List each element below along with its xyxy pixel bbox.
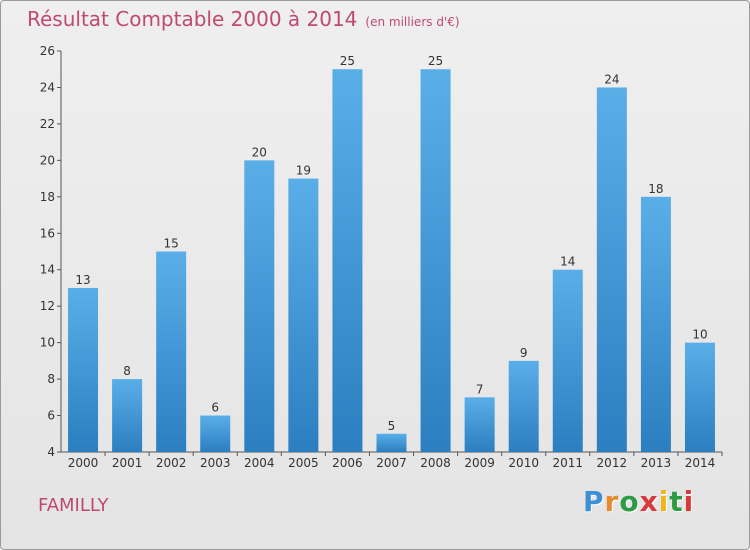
chart-subtitle: (en milliers d'€) — [365, 15, 460, 29]
data-label: 8 — [123, 364, 131, 378]
data-label: 5 — [388, 419, 396, 433]
data-label: 13 — [75, 273, 90, 287]
y-tick-label: 18 — [40, 190, 55, 204]
y-tick-label: 4 — [47, 445, 55, 459]
y-tick-label: 20 — [40, 153, 55, 167]
bar — [376, 433, 407, 452]
bar — [332, 69, 363, 453]
place-name: FAMILLY — [38, 495, 109, 516]
x-tick-label: 2011 — [552, 456, 583, 470]
bar — [684, 342, 715, 452]
x-tick-label: 2014 — [685, 456, 716, 470]
x-tick-label: 2003 — [200, 456, 231, 470]
y-tick-label: 10 — [40, 336, 55, 350]
bar — [464, 397, 495, 452]
y-tick-label: 16 — [40, 226, 55, 240]
x-tick-label: 2007 — [376, 456, 407, 470]
bar — [420, 69, 451, 453]
data-label: 25 — [340, 54, 355, 68]
bar — [68, 287, 99, 452]
data-label: 20 — [252, 145, 267, 159]
x-tick-label: 2002 — [156, 456, 187, 470]
data-label: 14 — [560, 255, 575, 269]
data-label: 7 — [476, 382, 484, 396]
logo-letter: x — [639, 485, 659, 518]
data-label: 18 — [648, 182, 663, 196]
bar — [508, 360, 539, 452]
data-label: 9 — [520, 346, 528, 360]
data-label: 24 — [604, 72, 619, 86]
bar — [640, 196, 671, 452]
bar — [244, 160, 275, 452]
bar — [112, 379, 143, 452]
bar — [156, 251, 187, 452]
bar — [200, 415, 231, 452]
y-tick-label: 8 — [47, 372, 55, 386]
y-tick-label: 6 — [47, 409, 55, 423]
x-tick-label: 2013 — [641, 456, 672, 470]
y-tick-label: 12 — [40, 299, 55, 313]
x-tick-label: 2001 — [112, 456, 143, 470]
data-label: 10 — [692, 328, 707, 342]
y-tick-label: 24 — [40, 80, 55, 94]
chart-title-text: Résultat Comptable 2000 à 2014 — [27, 7, 358, 31]
chart-title: Résultat Comptable 2000 à 2014 (en millie… — [27, 7, 460, 31]
data-label: 15 — [164, 237, 179, 251]
x-tick-label: 2010 — [508, 456, 539, 470]
logo-letter: P — [583, 485, 605, 518]
y-tick-label: 22 — [40, 117, 55, 131]
x-tick-label: 2009 — [464, 456, 495, 470]
data-label: 19 — [296, 164, 311, 178]
x-tick-label: 2006 — [332, 456, 363, 470]
x-tick-label: 2008 — [420, 456, 451, 470]
x-tick-label: 2004 — [244, 456, 275, 470]
y-tick-label: 14 — [40, 263, 55, 277]
data-label: 25 — [428, 54, 443, 68]
bar — [596, 87, 627, 453]
data-label: 6 — [211, 401, 219, 415]
logo-letter: t — [669, 485, 684, 518]
logo-letter: r — [604, 485, 620, 518]
bar — [288, 178, 319, 452]
bar — [552, 269, 583, 452]
x-tick-label: 2005 — [288, 456, 319, 470]
x-tick-label: 2012 — [597, 456, 628, 470]
y-tick-label: 26 — [40, 44, 55, 58]
x-tick-label: 2000 — [68, 456, 99, 470]
logo-letter: o — [619, 485, 640, 518]
logo-letter: i — [658, 485, 670, 518]
logo-letter: i — [683, 485, 695, 518]
proxiti-logo: Proxiti — [583, 485, 694, 518]
